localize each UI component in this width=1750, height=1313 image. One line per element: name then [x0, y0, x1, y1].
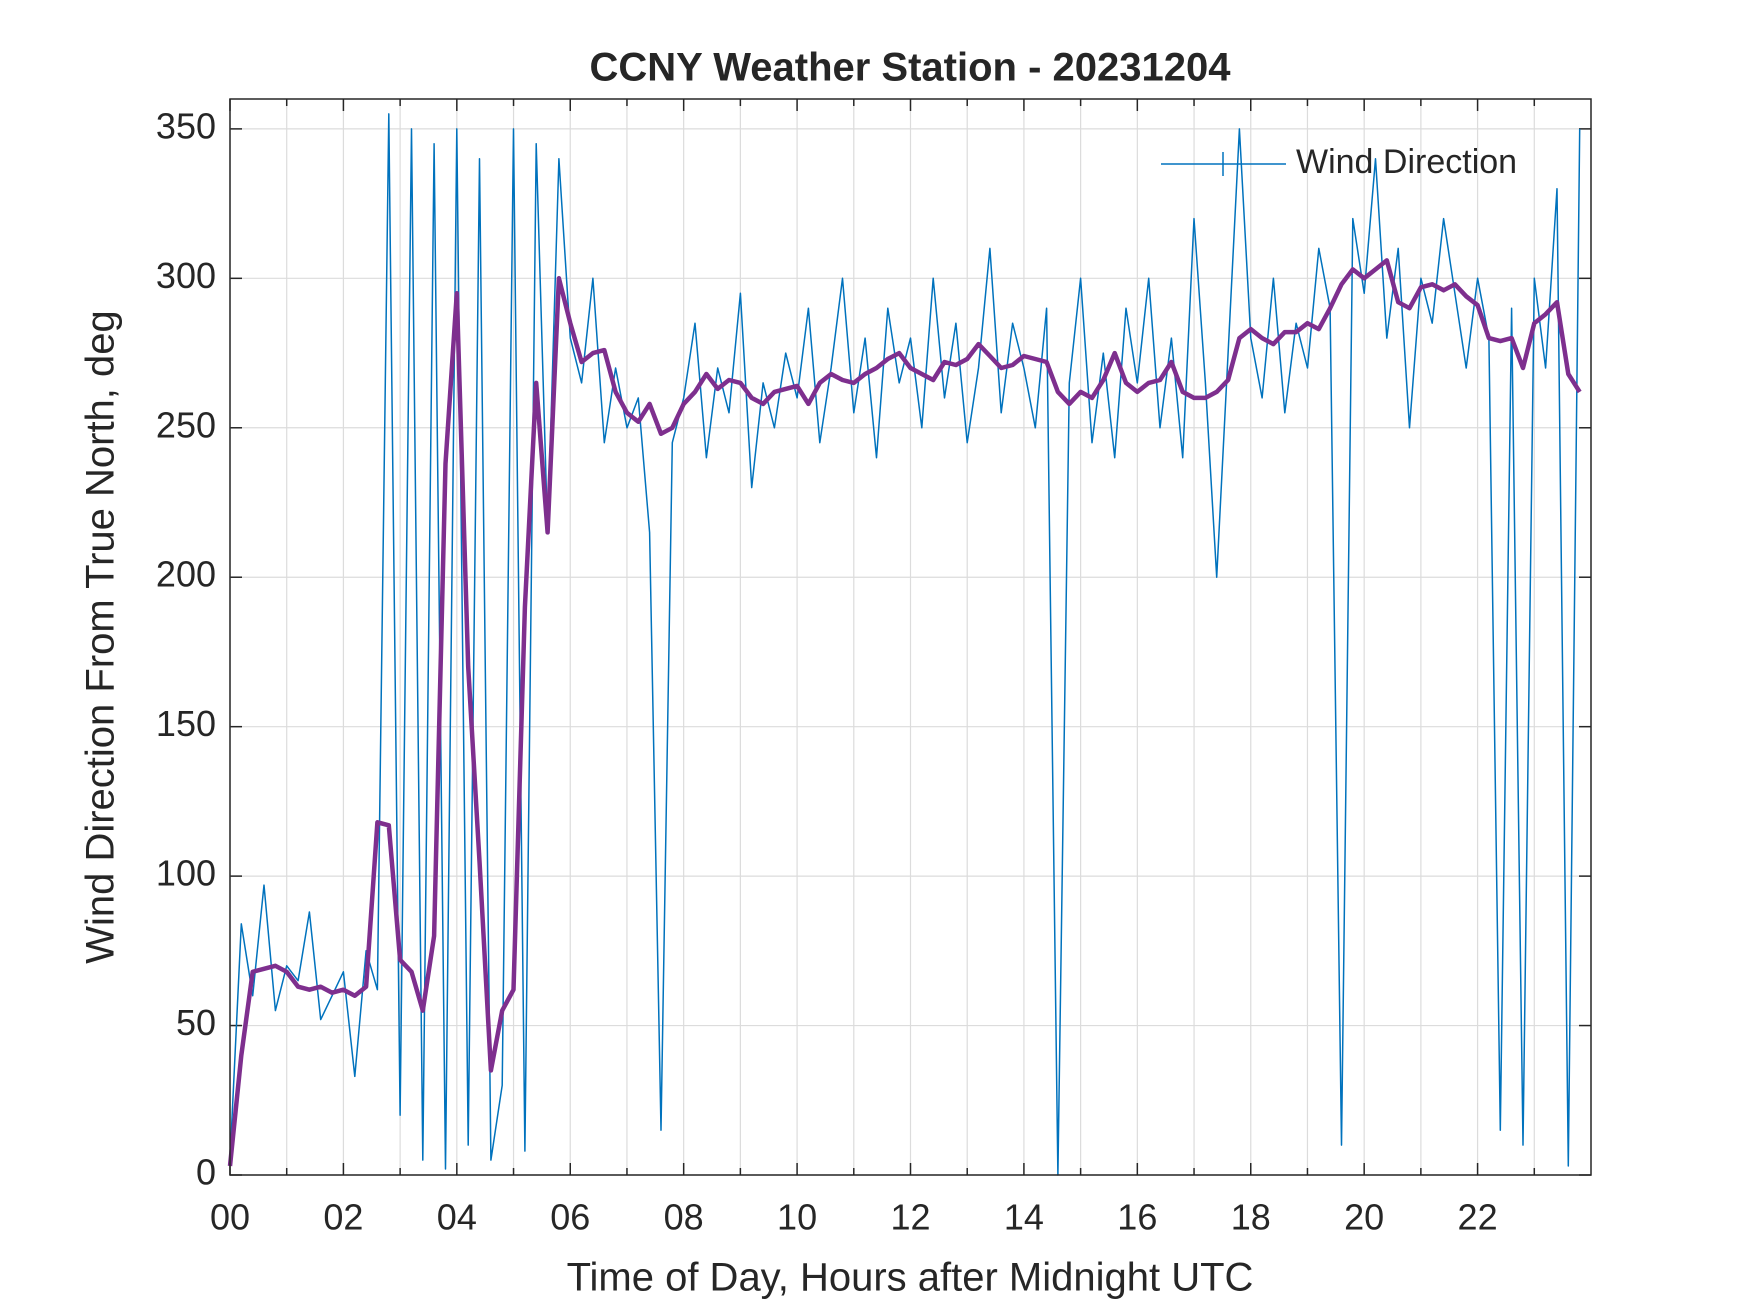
y-tick-label: 350 [156, 105, 216, 146]
y-tick-label: 300 [156, 255, 216, 296]
x-tick-label: 10 [777, 1197, 817, 1238]
x-tick-label: 00 [210, 1197, 250, 1238]
x-tick-label: 16 [1117, 1197, 1157, 1238]
y-tick-label: 0 [196, 1152, 216, 1193]
x-tick-label: 20 [1344, 1197, 1384, 1238]
x-tick-label: 14 [1004, 1197, 1044, 1238]
plot-frame [229, 98, 1592, 1176]
legend-label: Wind Direction [1296, 143, 1517, 181]
x-tick-label: 12 [890, 1197, 930, 1238]
x-tick-label: 06 [550, 1197, 590, 1238]
y-tick-label: 250 [156, 404, 216, 445]
y-tick-label: 100 [156, 853, 216, 894]
chart-title: CCNY Weather Station - 20231204 [590, 46, 1232, 90]
x-tick-label: 02 [323, 1197, 363, 1238]
y-tick-label: 200 [156, 554, 216, 595]
y-axis-label: Wind Direction From True North, deg [79, 310, 123, 964]
x-tick-label: 04 [437, 1197, 477, 1238]
y-tick-label: 150 [156, 703, 216, 744]
x-tick-label: 08 [664, 1197, 704, 1238]
x-axis-label: Time of Day, Hours after Midnight UTC [567, 1256, 1254, 1300]
x-tick-label: 22 [1458, 1197, 1498, 1238]
data-line [227, 258, 1582, 1167]
y-tick-label: 50 [176, 1002, 216, 1043]
data-line [229, 113, 1581, 1176]
x-tick-label: 18 [1231, 1197, 1271, 1238]
